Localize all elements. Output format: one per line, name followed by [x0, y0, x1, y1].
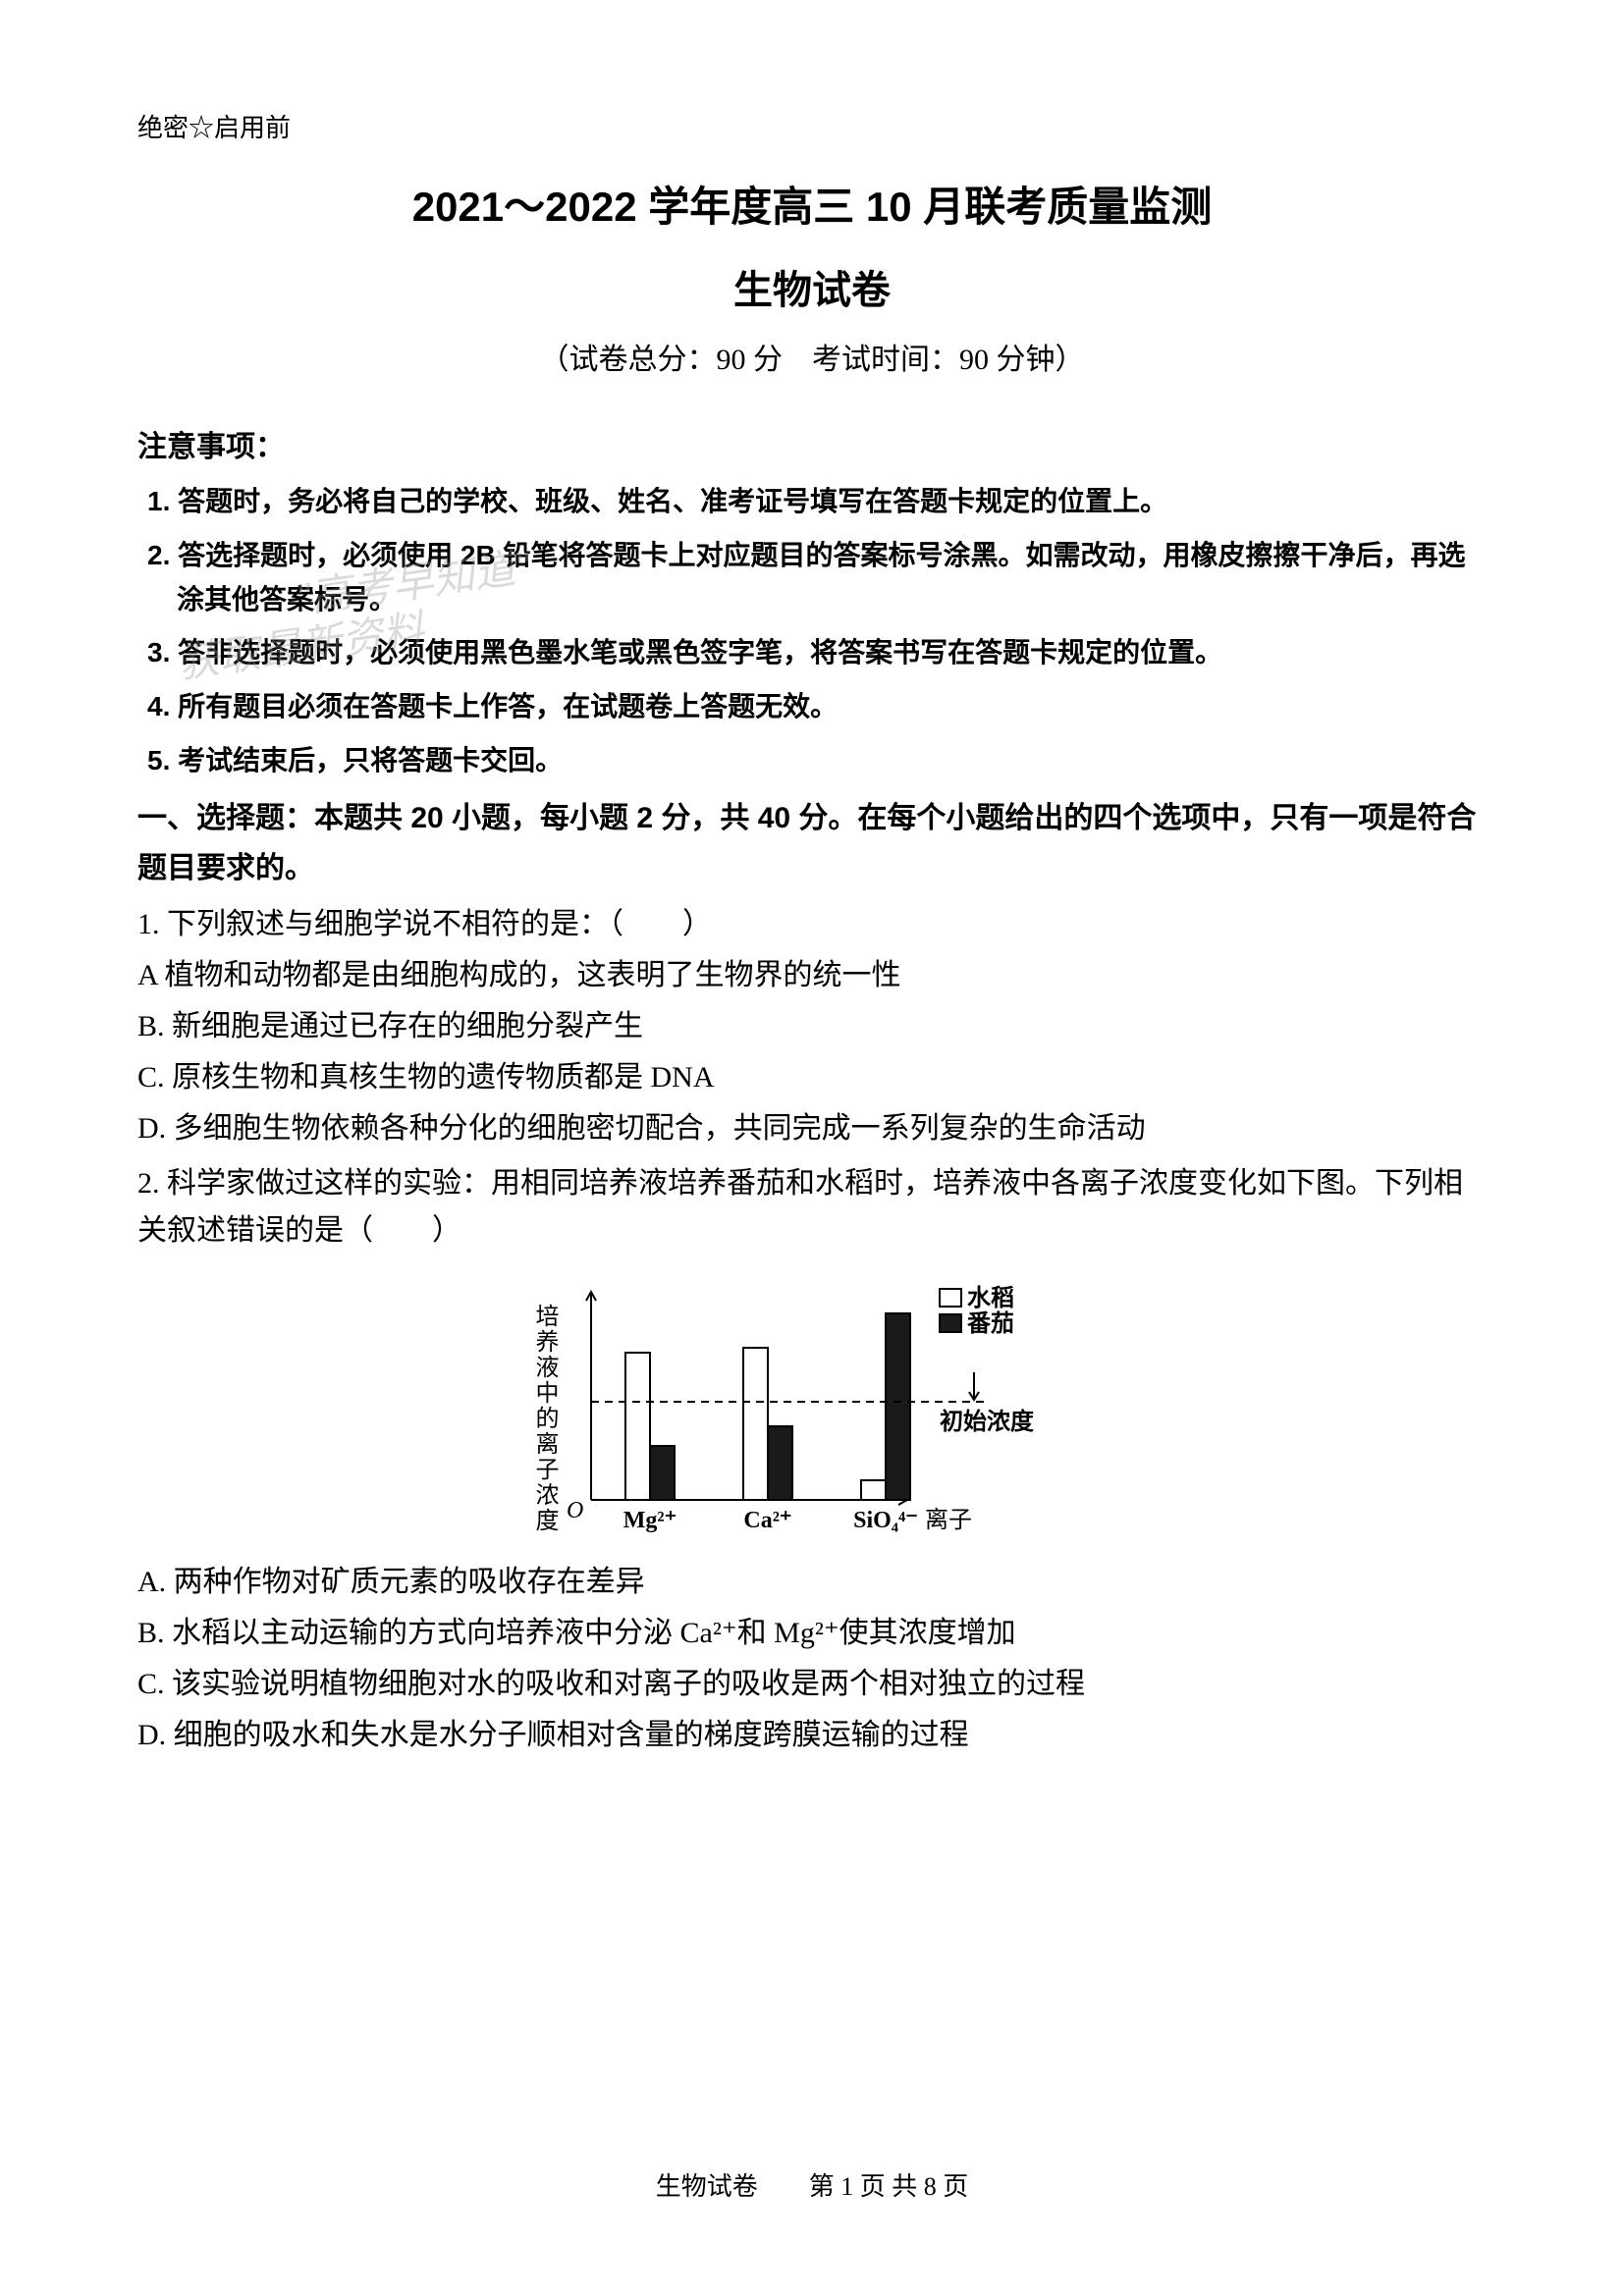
notice-item-4: 4. 所有题目必须在答题卡上作答，在试题卷上答题无效。: [137, 685, 1487, 729]
question-1-option-d: D. 多细胞生物依赖各种分化的细胞密切配合，共同完成一系列复杂的生命活动: [137, 1105, 1487, 1152]
svg-text:水稻: 水稻: [967, 1285, 1014, 1311]
section-title: 一、选择题：本题共 20 小题，每小题 2 分，共 40 分。在每个小题给出的四…: [137, 793, 1487, 893]
notice-title: 注意事项：: [137, 422, 1487, 465]
question-2-option-a: A. 两种作物对矿质元素的吸收存在差异: [137, 1559, 1487, 1606]
chart-container: 培养液中的离子浓度 O Mg²⁺ Ca²⁺ SiO₄⁴⁻ 离子 初始浓度 水稻番茄: [137, 1274, 1487, 1539]
notice-item-2: 2. 答选择题时，必须使用 2B 铅笔将答题卡上对应题目的答案标号涂黑。如需改动…: [137, 534, 1487, 622]
notice-item-3: 3. 答非选择题时，必须使用黑色墨水笔或黑色签字笔，将答案书写在答题卡规定的位置…: [137, 631, 1487, 675]
exam-info: （试卷总分：90 分 考试时间：90 分钟）: [137, 335, 1487, 378]
svg-text:Ca²⁺: Ca²⁺: [743, 1508, 791, 1533]
question-1-option-a: A 植物和动物都是由细胞构成的，这表明了生物界的统一性: [137, 952, 1487, 999]
question-2-option-c: C. 该实验说明植物细胞对水的吸收和对离子的吸收是两个相对独立的过程: [137, 1661, 1487, 1708]
page-footer: 生物试卷 第 1 页 共 8 页: [0, 2166, 1624, 2203]
question-1-option-c: C. 原核生物和真核生物的遗传物质都是 DNA: [137, 1054, 1487, 1101]
chart-wrapper: 培养液中的离子浓度 OMg²⁺Ca²⁺SiO₄⁴⁻离子初始浓度水稻番茄: [537, 1274, 1087, 1539]
question-2-stem: 2. 科学家做过这样的实验：用相同培养液培养番茄和水稻时，培养液中各离子浓度变化…: [137, 1160, 1487, 1255]
svg-text:离子: 离子: [925, 1507, 972, 1533]
chart-ylabel: 培养液中的离子浓度: [527, 1304, 562, 1533]
question-2-option-b: B. 水稻以主动运输的方式向培养液中分泌 Ca²⁺和 Mg²⁺使其浓度增加: [137, 1610, 1487, 1657]
svg-text:Mg²⁺: Mg²⁺: [623, 1508, 677, 1533]
confidential-label: 绝密☆启用前: [137, 108, 1487, 144]
sub-title: 生物试卷: [137, 258, 1487, 315]
notice-item-1: 1. 答题时，务必将自己的学校、班级、姓名、准考证号填写在答题卡规定的位置上。: [137, 480, 1487, 524]
notice-item-5: 5. 考试结束后，只将答题卡交回。: [137, 739, 1487, 783]
svg-text:O: O: [567, 1498, 583, 1523]
svg-text:初始浓度: 初始浓度: [940, 1408, 1035, 1435]
bar-chart: O Mg²⁺ Ca²⁺ SiO₄⁴⁻ 离子 初始浓度 水稻番茄: [537, 1274, 1087, 1539]
main-title: 2021～2022 学年度高三 10 月联考质量监测: [137, 174, 1487, 234]
svg-text:SiO₄⁴⁻: SiO₄⁴⁻: [853, 1508, 918, 1533]
question-1-option-b: B. 新细胞是通过已存在的细胞分裂产生: [137, 1003, 1487, 1050]
svg-text:番茄: 番茄: [966, 1310, 1014, 1337]
question-1-stem: 1. 下列叙述与细胞学说不相符的是：（ ）: [137, 901, 1487, 948]
question-2-option-d: D. 细胞的吸水和失水是水分子顺相对含量的梯度跨膜运输的过程: [137, 1712, 1487, 1759]
